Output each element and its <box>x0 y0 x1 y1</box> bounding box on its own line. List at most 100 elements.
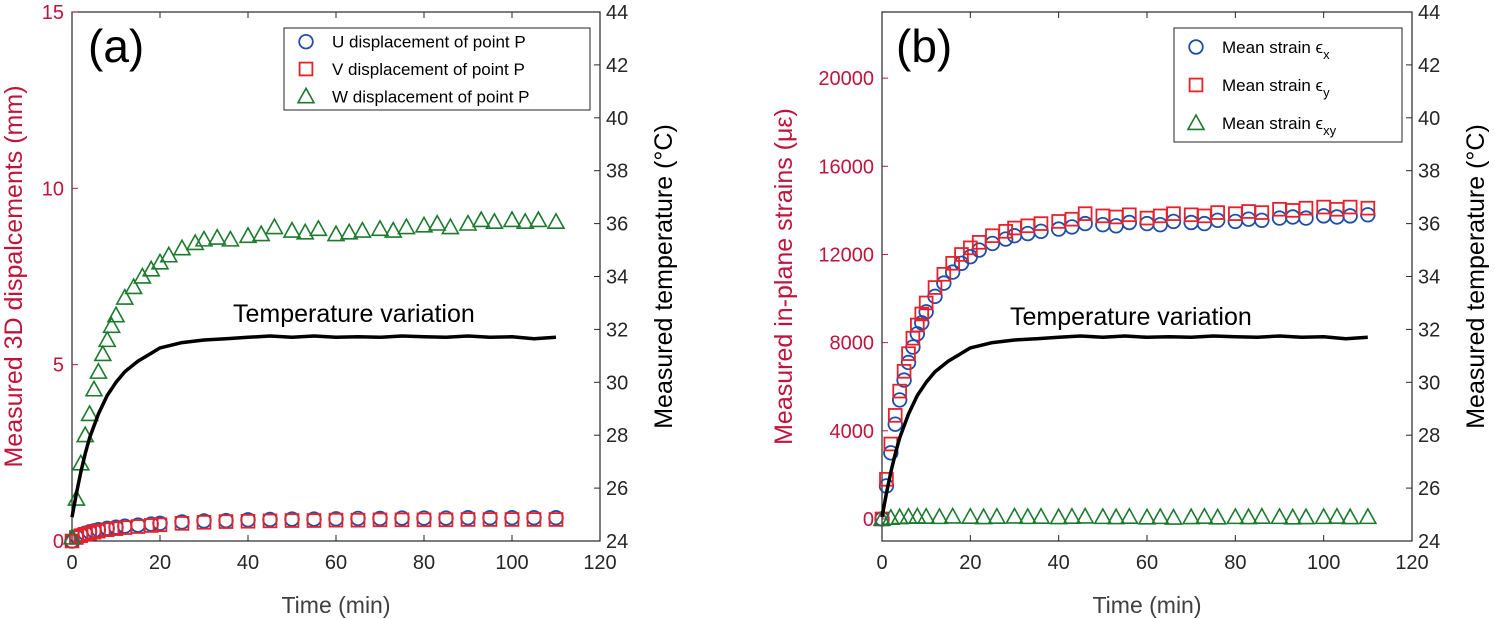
data-point <box>998 224 1013 239</box>
data-point <box>427 213 447 231</box>
data-point <box>900 354 917 371</box>
chart-panel-a: 0 20 40 60 80 100 120 0 5 10 15 24 26 28 30 32 34 36 38 40 4… <box>0 2 678 618</box>
data-point <box>1342 208 1358 224</box>
legend-entry-label: W displacement of point P <box>332 87 529 106</box>
y-right-tick-label: 38 <box>1418 161 1440 183</box>
data-point <box>82 525 97 541</box>
data-point <box>1077 206 1093 221</box>
data-point <box>196 515 212 530</box>
data-point <box>251 224 271 242</box>
data-point <box>1033 216 1049 231</box>
data-point <box>515 212 535 230</box>
data-point <box>282 221 302 238</box>
x-tick-label: 120 <box>583 552 616 574</box>
data-point <box>372 512 388 528</box>
data-point <box>1181 507 1201 525</box>
series-triangle <box>62 210 566 545</box>
data-point <box>936 266 952 282</box>
data-point <box>930 507 949 525</box>
data-point <box>1183 207 1199 223</box>
data-point <box>1239 507 1258 525</box>
data-point <box>1121 214 1138 231</box>
x-tick-label: 80 <box>413 552 435 574</box>
data-point <box>1075 506 1095 524</box>
data-point <box>918 295 934 311</box>
y-left-tick-label: 10 <box>42 178 64 200</box>
data-point <box>1051 214 1066 229</box>
data-point <box>1254 205 1270 220</box>
x-tick-label: 0 <box>66 552 77 574</box>
data-point <box>960 507 980 524</box>
data-point <box>62 527 82 545</box>
data-point <box>339 222 359 240</box>
data-point <box>936 275 952 291</box>
data-point <box>548 512 564 527</box>
data-point <box>944 264 961 280</box>
y-right-tick-label: 32 <box>606 319 628 341</box>
data-point <box>416 512 432 528</box>
panel-label: (a) <box>88 20 144 72</box>
data-point <box>896 372 912 388</box>
data-point <box>1077 215 1093 232</box>
y-right-tick-label: 26 <box>1418 478 1440 500</box>
data-point <box>1358 507 1378 525</box>
data-point <box>185 233 205 251</box>
data-point <box>1208 507 1228 525</box>
data-point <box>262 513 278 529</box>
y-right-tick-label: 36 <box>1418 214 1440 236</box>
data-point <box>896 363 912 379</box>
data-point <box>1007 220 1022 236</box>
x-tick-label: 80 <box>1224 552 1246 574</box>
x-tick-label: 20 <box>959 552 981 574</box>
data-point <box>397 217 416 235</box>
data-point <box>84 379 104 397</box>
y-right-tick-label: 44 <box>1418 2 1440 24</box>
legend-marker <box>296 86 316 104</box>
data-point <box>328 512 344 528</box>
chart-panel-b: 0 20 40 60 80 100 120 0 4000 8000 12000 16000 20000 2… <box>770 2 1490 618</box>
data-point <box>1271 210 1288 226</box>
y-right-tick-label: 34 <box>606 267 628 289</box>
legend-marker <box>1188 77 1204 93</box>
data-point <box>1106 507 1126 525</box>
series-circle <box>874 207 1376 527</box>
legend-marker <box>298 33 314 50</box>
data-point <box>326 224 346 242</box>
data-point <box>910 317 925 333</box>
data-point <box>80 404 99 422</box>
data-point <box>916 507 936 524</box>
series-line <box>880 334 1368 518</box>
data-point <box>482 512 498 527</box>
data-point <box>529 210 548 228</box>
data-point <box>945 255 960 271</box>
data-point <box>1254 212 1270 228</box>
temperature-annotation: Temperature variation <box>233 300 475 328</box>
data-point <box>887 416 903 432</box>
y-right-tick-label: 26 <box>606 478 628 500</box>
data-point <box>240 513 256 529</box>
temperature-annotation: Temperature variation <box>1010 303 1252 331</box>
data-point <box>124 277 143 295</box>
data-point <box>1252 507 1272 524</box>
data-point <box>97 330 117 348</box>
data-point <box>1108 218 1124 234</box>
data-point <box>891 392 908 408</box>
temperature-line <box>70 334 557 518</box>
data-point <box>907 506 927 524</box>
data-point <box>1020 218 1036 234</box>
data-point <box>1327 507 1347 524</box>
data-point <box>295 222 315 240</box>
y-left-tick-label: 15 <box>42 2 64 24</box>
data-point <box>927 280 943 295</box>
data-point <box>1165 213 1182 230</box>
data-point <box>218 514 234 529</box>
data-point <box>91 523 106 539</box>
data-point <box>1020 225 1036 242</box>
y-right-tick-label: 42 <box>606 55 628 77</box>
x-tick-label: 60 <box>325 552 347 574</box>
data-point <box>1095 217 1111 233</box>
data-point <box>1006 228 1023 244</box>
y-left-tick-label: 0 <box>863 509 874 531</box>
y-left-tick-label: 16000 <box>818 156 874 178</box>
